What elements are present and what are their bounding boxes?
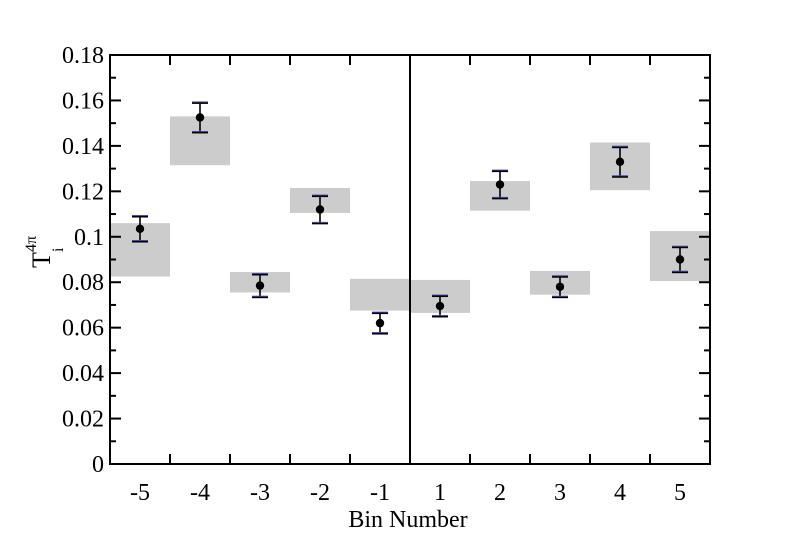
x-tick-label: 3	[554, 480, 566, 506]
y-tick-label: 0.02	[62, 407, 104, 433]
data-point	[375, 318, 385, 328]
y-tick-label: 0.18	[62, 43, 104, 69]
data-point	[255, 281, 265, 290]
y-tick-label: 0.06	[62, 316, 104, 342]
y-tick-label: 0.04	[62, 361, 104, 387]
x-tick-label: -5	[130, 480, 150, 506]
x-tick-label: 5	[674, 480, 686, 506]
data-point-group--1	[372, 311, 388, 335]
data-point-group-5	[672, 245, 688, 274]
y-tick-label: 0.14	[62, 134, 104, 160]
data-point	[195, 113, 205, 122]
x-tick-label: 1	[434, 480, 446, 506]
data-point-group--4	[192, 101, 208, 134]
y-tick-label: 0.1	[74, 225, 104, 251]
data-point	[615, 157, 625, 166]
x-tick-label: -4	[190, 480, 210, 506]
x-tick-label: -2	[310, 480, 330, 506]
data-point-group-2	[492, 169, 508, 200]
data-point-group--2	[312, 194, 328, 225]
y-axis-label: T 4π i	[23, 236, 67, 268]
y-axis-label-base: T	[27, 252, 56, 268]
data-point-group-1	[432, 294, 448, 318]
x-tick-label: -3	[250, 480, 270, 506]
x-tick-label: 2	[494, 480, 506, 506]
data-point	[675, 255, 685, 264]
y-axis-label-superscript: 4π	[23, 236, 40, 252]
y-axis-label-subscript: i	[50, 247, 67, 252]
y-tick-label: 0.12	[62, 179, 104, 205]
data-point	[555, 282, 565, 291]
y-tick-label: 0.08	[62, 270, 104, 296]
data-point-group--3	[252, 272, 268, 299]
data-point	[435, 301, 445, 311]
x-tick-label: -1	[370, 480, 390, 506]
y-tick-label: 0.16	[62, 88, 104, 114]
data-point	[495, 180, 505, 189]
x-tick-label: 4	[614, 480, 626, 506]
y-axis: 0 0.02 0.04 0.06 0.08 0.1 0.12 0.14 0.16 0.18	[62, 43, 710, 478]
data-point-group-4	[612, 145, 628, 178]
data-point-group-3	[552, 275, 568, 299]
data-point	[315, 205, 325, 214]
systematic-band--1	[350, 278, 410, 311]
y-tick-label: 0	[92, 452, 104, 478]
data-point-group--5	[132, 215, 148, 243]
data-points	[132, 101, 688, 335]
x-axis-label: Bin Number	[348, 507, 467, 533]
data-point	[135, 224, 145, 234]
x-axis: -5 -4 -3 -2 -1 1 2 3 4 5	[109, 55, 711, 506]
